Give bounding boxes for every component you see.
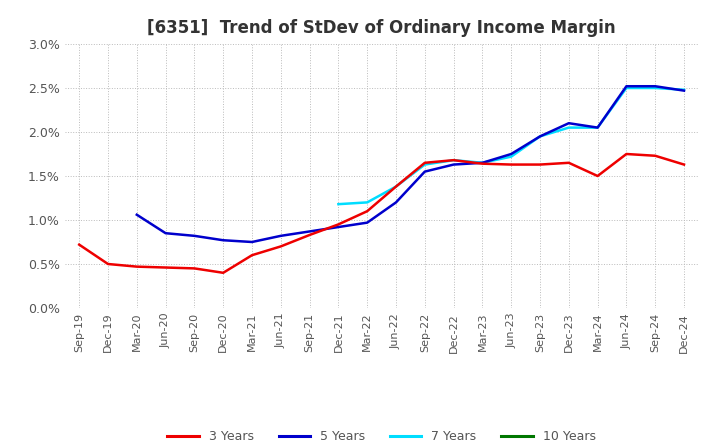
7 Years (651, 85, 660, 91)
3 Years (132, 264, 141, 269)
5 Years (161, 231, 170, 236)
5 Years (132, 212, 141, 217)
Line: 3 Years: 3 Years (79, 154, 684, 273)
7 Years (536, 134, 544, 139)
Legend: 3 Years, 5 Years, 7 Years, 10 Years: 3 Years, 5 Years, 7 Years, 10 Years (163, 425, 600, 440)
3 Years (449, 158, 458, 163)
7 Years (622, 85, 631, 91)
5 Years (593, 125, 602, 130)
5 Years (305, 229, 314, 234)
7 Years (449, 158, 458, 163)
3 Years (507, 162, 516, 167)
3 Years (248, 253, 256, 258)
3 Years (161, 265, 170, 270)
5 Years (478, 160, 487, 165)
7 Years (392, 184, 400, 189)
3 Years (276, 244, 285, 249)
3 Years (392, 184, 400, 189)
3 Years (593, 173, 602, 179)
5 Years (219, 238, 228, 243)
5 Years (392, 200, 400, 205)
7 Years (334, 202, 343, 207)
Line: 5 Years: 5 Years (137, 86, 684, 242)
3 Years (190, 266, 199, 271)
5 Years (680, 88, 688, 93)
5 Years (622, 84, 631, 89)
5 Years (420, 169, 429, 174)
3 Years (564, 160, 573, 165)
3 Years (478, 161, 487, 166)
5 Years (449, 162, 458, 167)
7 Years (363, 200, 372, 205)
3 Years (305, 232, 314, 238)
5 Years (651, 84, 660, 89)
7 Years (680, 87, 688, 92)
Line: 7 Years: 7 Years (338, 88, 684, 204)
5 Years (363, 220, 372, 225)
7 Years (420, 162, 429, 167)
5 Years (334, 224, 343, 230)
5 Years (276, 233, 285, 238)
5 Years (536, 134, 544, 139)
3 Years (334, 222, 343, 227)
3 Years (622, 151, 631, 157)
5 Years (564, 121, 573, 126)
3 Years (536, 162, 544, 167)
7 Years (593, 125, 602, 130)
3 Years (651, 153, 660, 158)
3 Years (420, 160, 429, 165)
3 Years (75, 242, 84, 247)
7 Years (564, 125, 573, 130)
3 Years (363, 209, 372, 214)
7 Years (478, 160, 487, 165)
7 Years (507, 154, 516, 159)
5 Years (248, 239, 256, 245)
3 Years (219, 270, 228, 275)
3 Years (680, 162, 688, 167)
Title: [6351]  Trend of StDev of Ordinary Income Margin: [6351] Trend of StDev of Ordinary Income… (148, 19, 616, 37)
5 Years (190, 233, 199, 238)
5 Years (507, 151, 516, 157)
3 Years (104, 261, 112, 267)
